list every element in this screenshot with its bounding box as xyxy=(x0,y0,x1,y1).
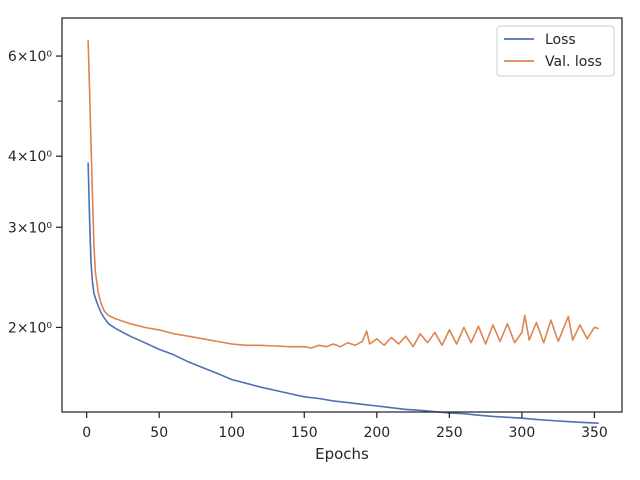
x-tick-label: 50 xyxy=(150,425,168,441)
x-tick-label: 250 xyxy=(436,425,463,441)
legend-label: Loss xyxy=(545,32,576,48)
series-line-val-loss xyxy=(87,40,600,349)
x-axis: 0 50 100 150 200 250 300 350 xyxy=(82,412,608,441)
y-tick-label: 4×10⁰ xyxy=(8,149,52,165)
legend: Loss Val. loss xyxy=(496,25,615,77)
x-tick-label: 200 xyxy=(363,425,390,441)
x-tick-label: 300 xyxy=(509,425,536,441)
x-tick-label: 0 xyxy=(82,425,91,441)
y-tick-label: 3×10⁰ xyxy=(8,220,52,236)
series-lines xyxy=(87,40,600,424)
x-tick-label: 350 xyxy=(581,425,608,441)
x-tick-label: 100 xyxy=(218,425,245,441)
legend-label: Val. loss xyxy=(545,54,602,70)
series-line-loss xyxy=(87,162,599,424)
x-axis-label: Epochs xyxy=(315,445,369,463)
x-tick-label: 150 xyxy=(291,425,318,441)
y-tick-label: 6×10⁰ xyxy=(8,49,52,65)
plot-frame xyxy=(61,17,623,413)
y-axis: 2×10⁰ 3×10⁰ 4×10⁰ 6×10⁰ xyxy=(8,49,62,336)
y-tick-label: 2×10⁰ xyxy=(8,320,52,336)
